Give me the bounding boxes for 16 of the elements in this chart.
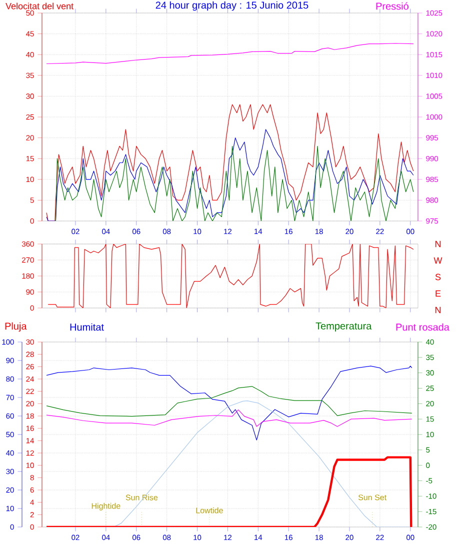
- text: Temperatura: [316, 322, 372, 332]
- text: Pressió: [376, 2, 408, 10]
- text: N: [435, 306, 441, 314]
- chart-title: 24 hour graph day : 15 Junio 2015: [156, 1, 308, 11]
- text: Humitat: [70, 323, 104, 331]
- text: N: [435, 240, 441, 248]
- ref-line-label: Hightide: [92, 502, 120, 510]
- text: E: [436, 290, 441, 297]
- ref-line-label: Sun Set: [358, 494, 386, 500]
- text: Punt rosada: [396, 323, 450, 331]
- text: Pluja: [5, 322, 27, 332]
- text: S: [435, 274, 441, 280]
- y-axis-title: Velocitat del vent: [6, 2, 74, 10]
- ref-line-label: Sun Rise: [126, 494, 158, 500]
- text: W: [434, 257, 442, 264]
- ref-line-label: Lowtide: [196, 507, 223, 514]
